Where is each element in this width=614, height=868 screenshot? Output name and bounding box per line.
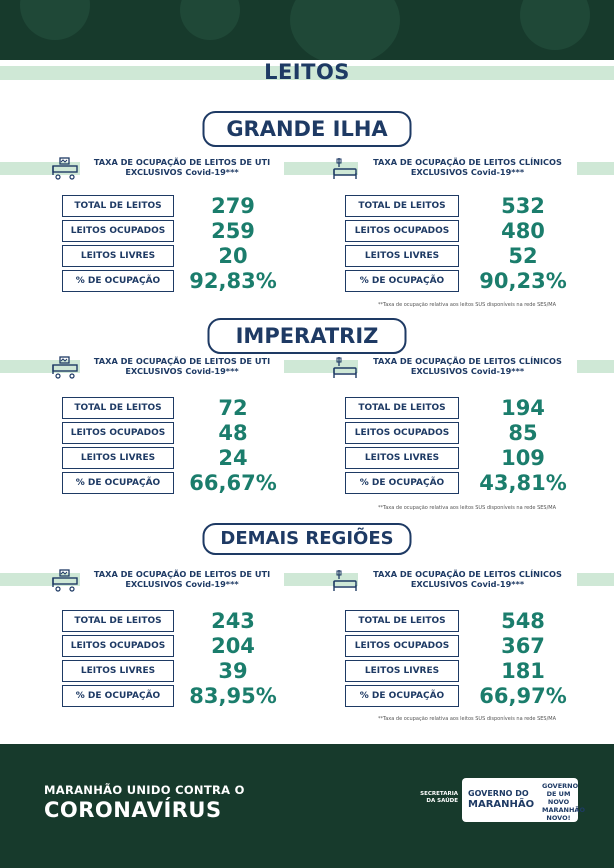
heading-line1: TAXA DE OCUPAÇÃO DE LEITOS DE UTI: [93, 157, 271, 167]
row-value: 279: [211, 194, 255, 218]
row-value: 52: [508, 244, 538, 268]
row-label: % DE OCUPAÇÃO: [345, 270, 459, 292]
footer: MARANHÃO UNIDO CONTRA O CORONAVÍRUS SECR…: [0, 744, 614, 868]
row-value: 532: [501, 194, 545, 218]
icu-bed-icon: [52, 157, 78, 185]
row-label: TOTAL DE LEITOS: [62, 610, 174, 632]
uti-heading: TAXA DE OCUPAÇÃO DE LEITOS DE UTI EXCLUSI…: [80, 356, 284, 376]
row-label: LEITOS LIVRES: [345, 660, 459, 682]
row-value: 20: [218, 244, 248, 268]
row-label: TOTAL DE LEITOS: [345, 397, 459, 419]
footnote: **Taxa de ocupação relativa aos leitos S…: [378, 716, 557, 722]
row-label: LEITOS LIVRES: [345, 245, 459, 267]
heading-line2: EXCLUSIVOS Covid-19***: [125, 366, 239, 376]
row-label: % DE OCUPAÇÃO: [62, 685, 174, 707]
row-label: % DE OCUPAÇÃO: [345, 685, 459, 707]
row-value: 480: [501, 219, 545, 243]
heading-line2: EXCLUSIVOS Covid-19***: [125, 167, 239, 177]
row-label: % DE OCUPAÇÃO: [62, 472, 174, 494]
heading-line1: TAXA DE OCUPAÇÃO DE LEITOS CLÍNICOS: [373, 157, 562, 167]
row-value: 194: [501, 396, 545, 420]
header-band: [0, 0, 614, 60]
row-value: 367: [501, 634, 545, 658]
row-label: TOTAL DE LEITOS: [345, 195, 459, 217]
region-title: GRANDE ILHA: [202, 111, 412, 147]
page-title: LEITOS: [264, 60, 350, 84]
row-value: 259: [211, 219, 255, 243]
row-label: % DE OCUPAÇÃO: [345, 472, 459, 494]
row-label: LEITOS OCUPADOS: [62, 220, 174, 242]
heading-line2: EXCLUSIVOS Covid-19***: [410, 579, 525, 589]
campaign-line1: MARANHÃO UNIDO CONTRA O: [44, 783, 245, 797]
region-title: IMPERATRIZ: [207, 318, 407, 354]
row-label: LEITOS LIVRES: [62, 245, 174, 267]
gov-line1: GOVERNO DO: [468, 789, 529, 798]
heading-line2: EXCLUSIVOS Covid-19***: [410, 366, 525, 376]
clinicos-heading: TAXA DE OCUPAÇÃO DE LEITOS CLÍNICOS EXCLU…: [358, 157, 577, 177]
row-value: 24: [218, 446, 248, 470]
row-label: TOTAL DE LEITOS: [62, 195, 174, 217]
row-value: 48: [218, 421, 248, 445]
gov-slogan: GOVERNO DE UM NOVO MARANHÃO NOVO!: [542, 782, 585, 822]
heading-line1: TAXA DE OCUPAÇÃO DE LEITOS CLÍNICOS: [373, 569, 562, 579]
row-value: 72: [218, 396, 248, 420]
uti-heading: TAXA DE OCUPAÇÃO DE LEITOS DE UTI EXCLUSI…: [80, 157, 284, 177]
hospital-bed-icon: [333, 157, 357, 185]
row-label: LEITOS LIVRES: [345, 447, 459, 469]
heading-line1: TAXA DE OCUPAÇÃO DE LEITOS CLÍNICOS: [373, 356, 562, 366]
row-label: LEITOS LIVRES: [62, 660, 174, 682]
row-label: LEITOS OCUPADOS: [62, 635, 174, 657]
row-value: 83,95%: [189, 684, 277, 708]
row-value: 85: [508, 421, 538, 445]
region-title: DEMAIS REGIÕES: [202, 523, 412, 555]
icu-bed-icon: [52, 569, 78, 597]
row-value: 92,83%: [189, 269, 277, 293]
campaign-line2: CORONAVÍRUS: [44, 798, 222, 822]
footnote: **Taxa de ocupação relativa aos leitos S…: [378, 302, 557, 308]
hospital-bed-icon: [333, 356, 357, 384]
row-value: 39: [218, 659, 248, 683]
row-label: TOTAL DE LEITOS: [62, 397, 174, 419]
uti-heading: TAXA DE OCUPAÇÃO DE LEITOS DE UTI EXCLUSI…: [80, 569, 284, 589]
row-value: 90,23%: [479, 269, 567, 293]
row-value: 109: [501, 446, 545, 470]
gov-line2: MARANHÃO: [468, 799, 535, 810]
clinicos-heading: TAXA DE OCUPAÇÃO DE LEITOS CLÍNICOS EXCLU…: [358, 356, 577, 376]
row-value: 548: [501, 609, 545, 633]
row-label: LEITOS OCUPADOS: [345, 635, 459, 657]
government-logo: SECRETARIA DA SAÚDE GOVERNO DO MARANHÃO …: [418, 775, 585, 827]
gov-panel: GOVERNO DO MARANHÃO GOVERNO DE UM NOVO M…: [462, 778, 585, 822]
heading-line1: TAXA DE OCUPAÇÃO DE LEITOS DE UTI: [93, 569, 271, 579]
secretaria-label: SECRETARIA DA SAÚDE: [420, 791, 458, 804]
row-value: 66,67%: [189, 471, 277, 495]
row-value: 43,81%: [479, 471, 567, 495]
row-value: 243: [211, 609, 255, 633]
row-label: LEITOS OCUPADOS: [62, 422, 174, 444]
heading-line1: TAXA DE OCUPAÇÃO DE LEITOS DE UTI: [93, 356, 271, 366]
row-value: 204: [211, 634, 255, 658]
row-label: LEITOS OCUPADOS: [345, 422, 459, 444]
hospital-bed-icon: [333, 569, 357, 597]
row-label: % DE OCUPAÇÃO: [62, 270, 174, 292]
footnote: **Taxa de ocupação relativa aos leitos S…: [378, 505, 557, 511]
row-value: 181: [501, 659, 545, 683]
title-stripe: [0, 66, 614, 80]
row-value: 66,97%: [479, 684, 567, 708]
row-label: TOTAL DE LEITOS: [345, 610, 459, 632]
heading-line2: EXCLUSIVOS Covid-19***: [125, 579, 239, 589]
row-label: LEITOS OCUPADOS: [345, 220, 459, 242]
row-label: LEITOS LIVRES: [62, 447, 174, 469]
clinicos-heading: TAXA DE OCUPAÇÃO DE LEITOS CLÍNICOS EXCLU…: [358, 569, 577, 589]
heading-line2: EXCLUSIVOS Covid-19***: [410, 167, 525, 177]
icu-bed-icon: [52, 356, 78, 384]
